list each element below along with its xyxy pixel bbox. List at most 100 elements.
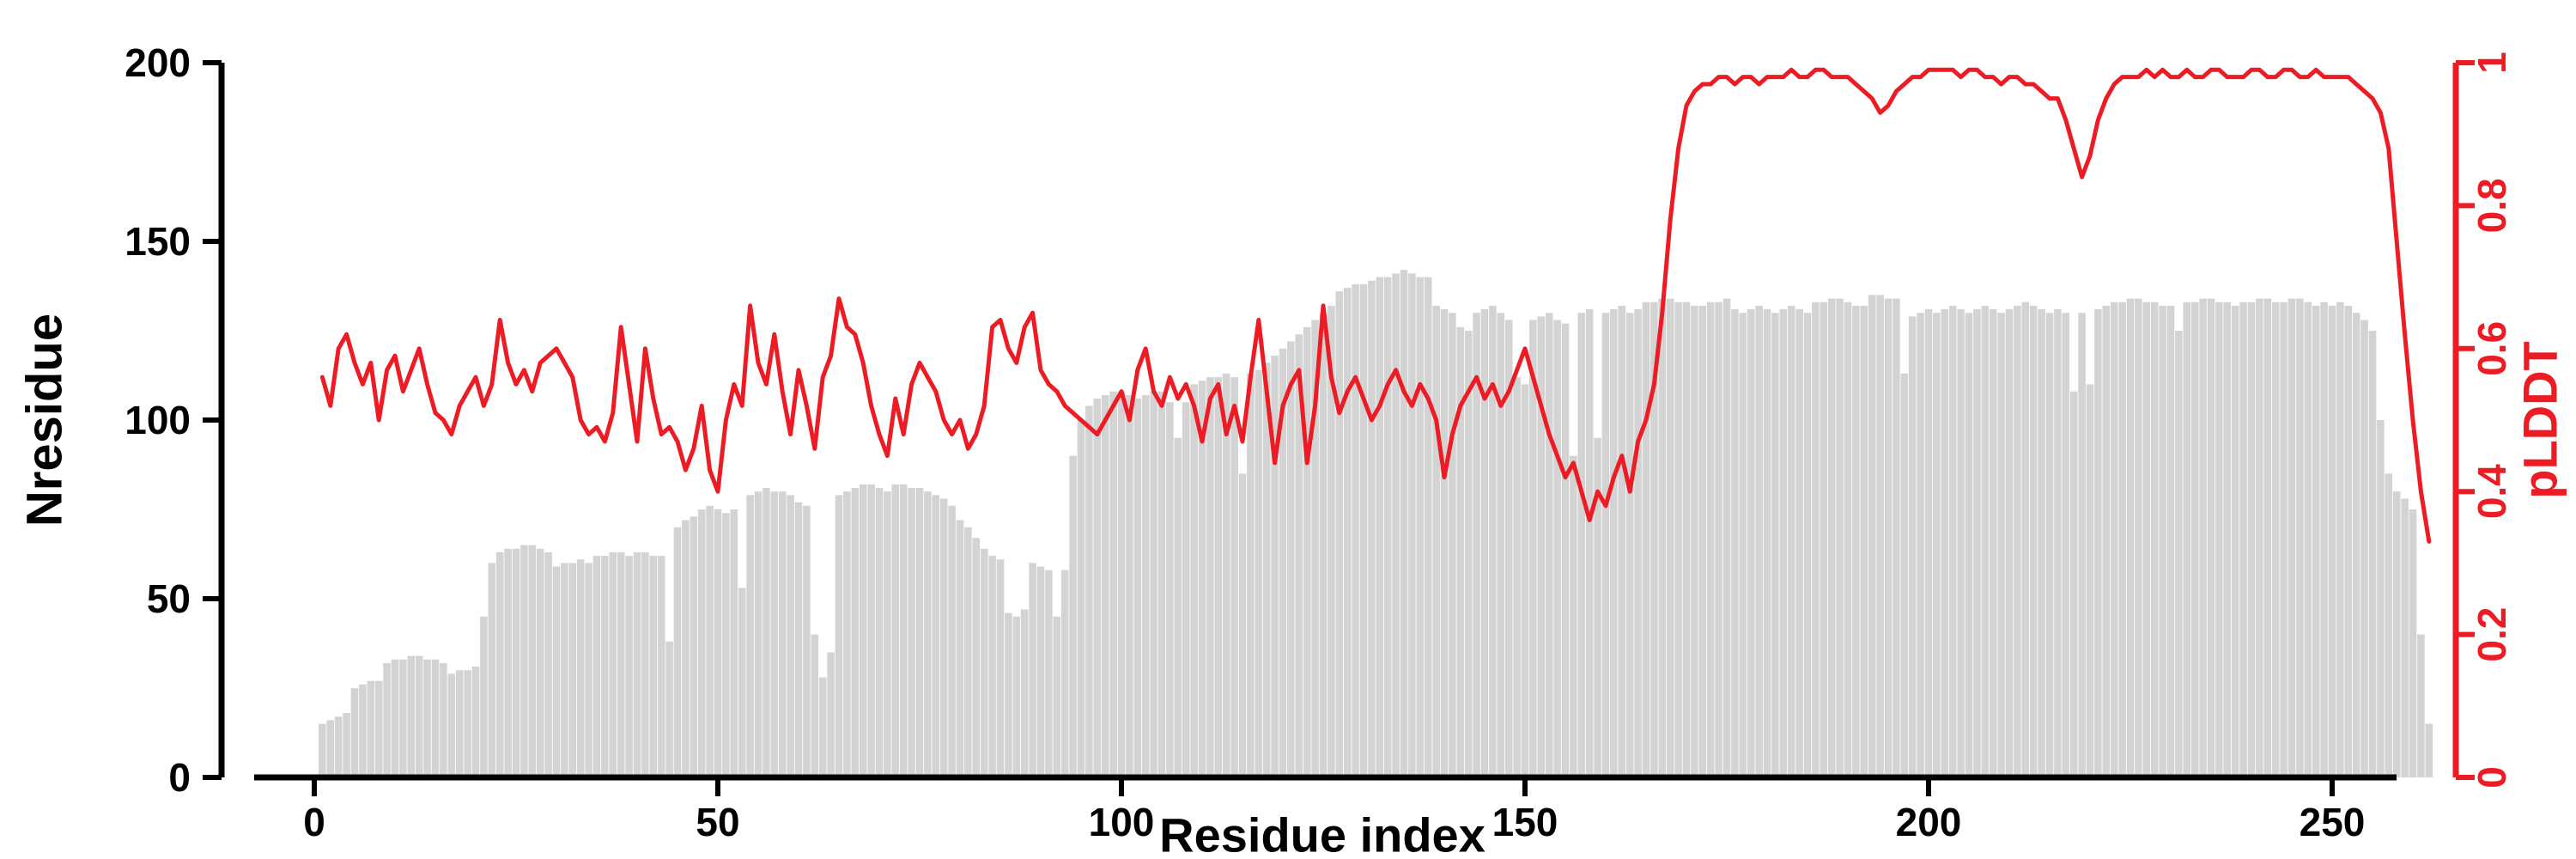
nresidue-bar: [2014, 305, 2021, 777]
nresidue-bar: [738, 588, 746, 777]
nresidue-bar: [350, 688, 359, 777]
nresidue-bar: [1650, 302, 1658, 777]
nresidue-bar: [1271, 356, 1279, 777]
nresidue-bar: [811, 634, 819, 777]
nresidue-bar: [714, 509, 722, 777]
left-axis-tick-label: 50: [147, 576, 191, 621]
nresidue-bar: [924, 491, 932, 777]
nresidue-bar: [1432, 305, 1440, 777]
nresidue-bar: [1287, 341, 1295, 777]
nresidue-bar: [1827, 298, 1836, 778]
x-axis-tick-label: 50: [696, 800, 739, 844]
nresidue-bar: [2078, 313, 2086, 777]
nresidue-bar: [343, 713, 350, 777]
nresidue-bar: [2062, 313, 2070, 777]
nresidue-bar: [2425, 723, 2433, 777]
nresidue-bar: [867, 484, 875, 777]
nresidue-bar: [2312, 305, 2320, 777]
nresidue-bar: [1941, 309, 1949, 777]
nresidue-bar: [1965, 313, 1973, 777]
nresidue-bar: [1133, 399, 1142, 777]
right-axis-tick-label: 0.2: [2470, 607, 2514, 662]
nresidue-bar: [1069, 455, 1077, 777]
x-axis-tick-label: 150: [1492, 800, 1558, 844]
nresidue-bar: [1893, 298, 1900, 778]
nresidue-bar: [2377, 420, 2385, 777]
nresidue-bar: [625, 556, 633, 777]
nresidue-bar: [1577, 313, 1586, 777]
nresidue-bar: [464, 670, 471, 777]
nresidue-bar: [2045, 313, 2054, 777]
nresidue-bar: [859, 484, 867, 777]
nresidue-bar: [2328, 305, 2336, 777]
nresidue-bar: [1601, 313, 1610, 777]
nresidue-bar: [803, 505, 811, 777]
axes: 0 50 100 150 200 0 50 100 150 200 250 0 0.2 0.4 0.6 0.8…: [125, 40, 2514, 844]
nresidue-bar: [488, 563, 496, 777]
nresidue-bar: [2271, 302, 2280, 777]
nresidue-bar: [818, 677, 827, 777]
nresidue-bar: [1803, 313, 1812, 777]
nresidue-bar: [1585, 309, 1594, 777]
nresidue-bar: [1311, 320, 1319, 777]
right-axis-tick-label: 1: [2470, 52, 2514, 74]
nresidue-bar: [1327, 305, 1335, 777]
right-axis-title: pLDDT: [2512, 341, 2567, 499]
nresidue-bar: [1222, 373, 1230, 777]
nresidue-bar: [536, 548, 544, 777]
nresidue-bar: [2199, 298, 2207, 778]
nresidue-bar: [1691, 305, 1698, 777]
nresidue-bar: [1860, 305, 1868, 777]
nresidue-bar: [1036, 566, 1045, 777]
nresidue-bar: [843, 491, 851, 777]
nresidue-bar: [778, 491, 787, 777]
nresidue-bar: [1973, 309, 1981, 777]
nresidue-bar: [690, 516, 698, 777]
nresidue-bar: [1795, 309, 1803, 777]
nresidue-bar: [1763, 309, 1771, 777]
nresidue-bar: [932, 495, 940, 777]
nresidue-bar: [2102, 305, 2111, 777]
nresidue-bar: [2159, 305, 2166, 777]
nresidue-bar: [1594, 437, 1601, 777]
right-axis-tick-label: 0: [2470, 766, 2514, 789]
nresidue-bar: [1206, 377, 1214, 777]
nresidue-bar: [1303, 326, 1311, 777]
nresidue-bar: [480, 616, 488, 777]
nresidue-bar: [1077, 420, 1085, 777]
right-axis-tick-label: 0.6: [2470, 321, 2514, 376]
nresidue-bar: [1876, 295, 1884, 777]
nresidue-bar: [1812, 302, 1820, 777]
nresidue-bar: [1618, 305, 1626, 777]
nresidue-bar: [528, 545, 537, 777]
nresidue-bar: [1383, 277, 1392, 778]
nresidue-bar: [1625, 313, 1634, 777]
nresidue-bar: [1666, 298, 1674, 778]
nresidue-bar: [2175, 331, 2183, 777]
nresidue-bar: [770, 491, 779, 777]
nresidue-bar: [2320, 302, 2328, 777]
plddt-line: [319, 67, 2432, 544]
nresidue-bar: [1141, 394, 1150, 777]
nresidue-bar: [1545, 313, 1553, 777]
nresidue-bar: [367, 680, 375, 777]
nresidue-bar: [2029, 305, 2038, 777]
nresidue-bar: [2054, 309, 2062, 777]
nresidue-bar: [851, 488, 860, 777]
nresidue-bar: [1440, 309, 1449, 777]
right-axis-tick-label: 0.4: [2470, 464, 2514, 519]
nresidue-bar: [956, 520, 964, 777]
nresidue-bar: [1416, 277, 1425, 778]
x-axis-title: Residue index: [1159, 807, 1485, 859]
nresidue-bar: [1473, 313, 1480, 777]
nresidue-bar: [1480, 309, 1489, 777]
nresidue-bar: [1513, 377, 1521, 777]
nresidue-bar: [665, 641, 673, 777]
nresidue-bar: [2280, 302, 2287, 777]
nresidue-bar: [2005, 309, 2014, 777]
nresidue-bar: [835, 495, 843, 777]
nresidue-bar: [495, 551, 504, 777]
nresidue-bar: [1642, 302, 1650, 777]
nresidue-bar: [948, 505, 956, 777]
nresidue-bar: [2038, 309, 2045, 777]
